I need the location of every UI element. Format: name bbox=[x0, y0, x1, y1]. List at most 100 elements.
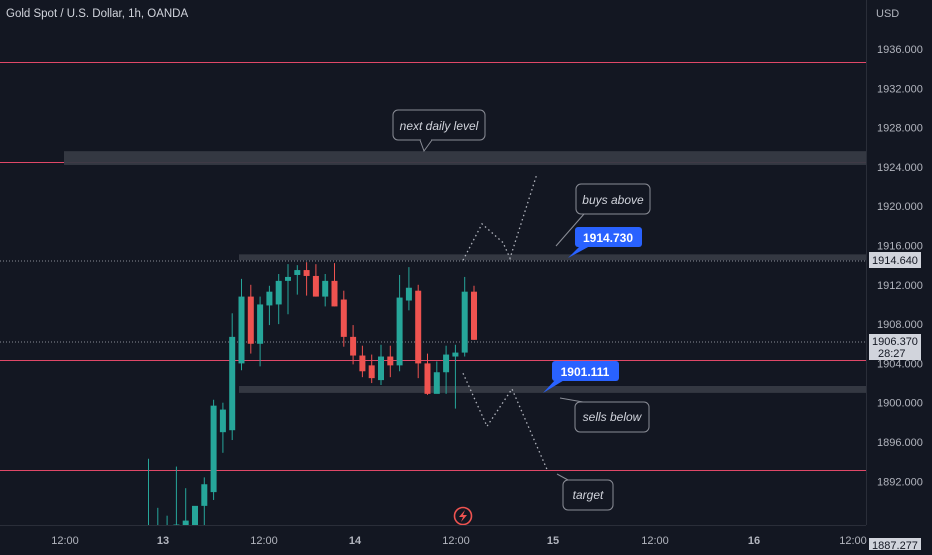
candle-body bbox=[285, 276, 291, 281]
last-price-box bbox=[869, 334, 921, 360]
buy-level-tag[interactable]: 1914.730 bbox=[568, 227, 642, 258]
candle-body bbox=[229, 336, 236, 431]
time-axis-panel[interactable] bbox=[0, 526, 866, 550]
candle-body bbox=[257, 304, 264, 344]
callout-leader bbox=[559, 397, 584, 403]
candle-body bbox=[452, 352, 459, 357]
callout-label: next daily level bbox=[400, 119, 479, 133]
bearish-candle bbox=[303, 262, 310, 296]
time-tick-label: 16 bbox=[748, 535, 760, 547]
time-tick-label: 12:00 bbox=[250, 535, 278, 547]
time-tick-label: 12:00 bbox=[442, 535, 470, 547]
tag-box bbox=[552, 361, 619, 381]
candle-body bbox=[182, 520, 189, 525]
candle-body bbox=[210, 405, 217, 493]
callout-box bbox=[562, 479, 614, 511]
chart-title: Gold Spot / U.S. Dollar, 1h, OANDA bbox=[6, 8, 188, 20]
candle-body bbox=[275, 280, 282, 305]
callout-next-daily-level[interactable]: next daily level bbox=[392, 109, 486, 153]
lightning-icon[interactable] bbox=[453, 506, 473, 526]
time-axis-ticks: 12:00 13 12:00 14 12:00 15 12:00 16 12:00 bbox=[51, 535, 867, 547]
tag-label: 1901.111 bbox=[561, 365, 610, 379]
price-tick-label: 1916.000 bbox=[877, 241, 923, 253]
tag-label: 1914.730 bbox=[583, 231, 633, 245]
bullish-candle bbox=[433, 361, 440, 394]
price-axis-panel[interactable] bbox=[867, 0, 932, 550]
price-zone bbox=[239, 254, 866, 261]
bullish-candle bbox=[405, 267, 412, 311]
time-tick-label: 12:00 bbox=[641, 535, 669, 547]
candle-body bbox=[433, 372, 440, 394]
callout-label: target bbox=[573, 488, 604, 502]
price-tick-label: 1932.000 bbox=[877, 83, 923, 95]
price-tick-label: 1900.000 bbox=[877, 398, 923, 410]
bottom-price-text: 1887.277 bbox=[872, 540, 918, 550]
bearish-candle bbox=[350, 325, 357, 365]
candle-body bbox=[461, 291, 468, 353]
bullish-candle bbox=[461, 276, 468, 357]
bearish-candle bbox=[247, 284, 254, 354]
candle-body bbox=[405, 287, 412, 301]
bullish-candle bbox=[452, 344, 459, 409]
projection-paths bbox=[462, 173, 548, 470]
candle-body bbox=[415, 290, 422, 364]
callout-sells-below[interactable]: sells below bbox=[559, 397, 650, 433]
candle-body bbox=[387, 356, 394, 366]
sell-level-tag[interactable]: 1901.111 bbox=[543, 361, 619, 393]
price-tick-label: 1896.000 bbox=[877, 437, 923, 449]
bullish-candle bbox=[192, 505, 198, 525]
price-tick-label: 1920.000 bbox=[877, 201, 923, 213]
bullish-candle bbox=[182, 488, 189, 525]
candle-body bbox=[312, 275, 319, 297]
callout-pointer bbox=[419, 139, 433, 153]
callout-target[interactable]: target bbox=[556, 473, 614, 511]
bullish-candle bbox=[294, 265, 301, 295]
candle-body bbox=[238, 296, 245, 364]
level-price-box bbox=[869, 252, 921, 268]
bullish-candle bbox=[378, 344, 384, 386]
price-tick-label: 1924.000 bbox=[877, 162, 923, 174]
candle-body bbox=[443, 354, 450, 373]
candle-body bbox=[192, 505, 198, 525]
candle-body bbox=[303, 270, 310, 276]
callout-leader bbox=[556, 473, 569, 481]
bullish-candle bbox=[229, 313, 236, 441]
bullish-candle bbox=[266, 285, 273, 326]
tag-pointer bbox=[543, 379, 566, 393]
bullish-candle bbox=[275, 273, 282, 325]
bearish-candle bbox=[387, 345, 394, 378]
tag-box bbox=[575, 227, 642, 247]
last-price-label: 1906.370 28:27 bbox=[869, 334, 921, 360]
price-tick-label: 1904.000 bbox=[877, 358, 923, 370]
bearish-candle bbox=[312, 264, 319, 297]
price-tick-label: 1936.000 bbox=[877, 44, 923, 56]
candles bbox=[145, 262, 477, 527]
level-price-text: 1914.640 bbox=[872, 255, 918, 267]
price-tick-label: 1928.000 bbox=[877, 123, 923, 135]
candle-body bbox=[322, 280, 329, 297]
candle-body bbox=[340, 299, 347, 337]
callout-box bbox=[575, 183, 651, 215]
candle-body bbox=[266, 291, 273, 306]
bearish-candle bbox=[331, 263, 338, 307]
bullish-candle bbox=[238, 278, 245, 371]
bottom-price-label: 1887.277 bbox=[869, 538, 921, 552]
bearish-candle bbox=[340, 290, 347, 347]
candle-body bbox=[471, 291, 477, 340]
bearish-candle bbox=[424, 353, 431, 395]
candle-body bbox=[294, 270, 301, 275]
time-tick-label: 15 bbox=[547, 535, 559, 547]
time-tick-label: 12:00 bbox=[51, 535, 79, 547]
bearish-candle bbox=[471, 285, 477, 340]
callout-buys-above[interactable]: buys above bbox=[555, 183, 651, 247]
price-tick-label: 1908.000 bbox=[877, 319, 923, 331]
price-tick-label: 1912.000 bbox=[877, 280, 923, 292]
price-tick-label: 1892.000 bbox=[877, 476, 923, 488]
bullish-candle bbox=[201, 477, 208, 525]
candle-body bbox=[368, 365, 375, 379]
candle-body bbox=[350, 336, 357, 356]
bullish-candle bbox=[396, 274, 403, 372]
